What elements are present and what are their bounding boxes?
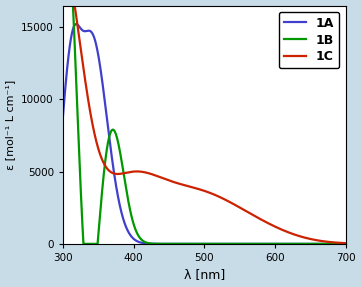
1A	[182, 242, 186, 246]
1A	[169, 242, 174, 246]
1C	[343, 241, 348, 245]
1A	[93, 39, 97, 43]
Line: 1B: 1B	[63, 0, 345, 244]
X-axis label: λ [nm]: λ [nm]	[184, 268, 225, 282]
1A	[110, 157, 114, 160]
1B	[110, 128, 114, 132]
1B	[93, 242, 97, 246]
1B	[169, 242, 174, 246]
1C	[93, 135, 97, 138]
1A	[74, 22, 78, 26]
Line: 1A: 1A	[63, 24, 345, 244]
Y-axis label: ε [mol⁻¹ L cm⁻¹]: ε [mol⁻¹ L cm⁻¹]	[5, 79, 16, 170]
1B	[81, 242, 86, 246]
1A	[343, 242, 348, 246]
1A	[308, 242, 312, 246]
1C	[338, 241, 342, 245]
1B	[343, 242, 348, 246]
1B	[182, 242, 186, 246]
1C	[110, 171, 114, 174]
1B	[308, 242, 312, 246]
1A	[338, 242, 342, 246]
1C	[181, 183, 186, 187]
Legend: 1A, 1B, 1C: 1A, 1B, 1C	[278, 12, 339, 68]
1A	[61, 115, 65, 119]
1B	[338, 242, 342, 246]
1C	[169, 180, 174, 183]
1C	[308, 237, 312, 241]
Line: 1C: 1C	[63, 0, 345, 243]
